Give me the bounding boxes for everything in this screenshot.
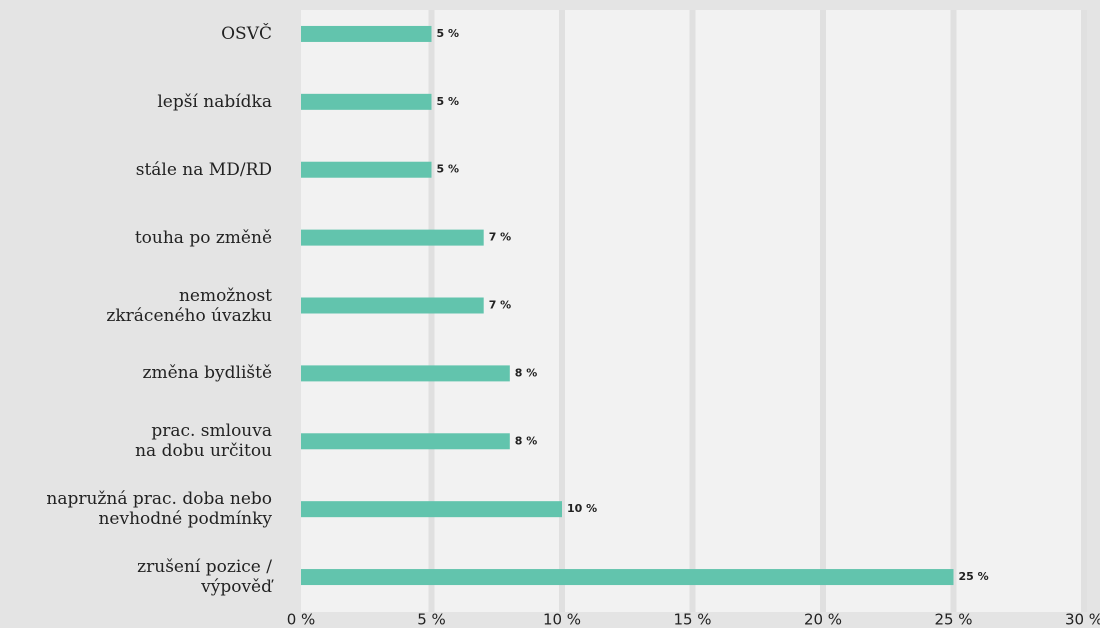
value-label: 8 % <box>515 434 538 447</box>
y-tick-label: touha po změně <box>134 227 272 248</box>
bar <box>301 25 432 42</box>
bar <box>301 161 432 178</box>
y-tick-label: nemožnost zkráceného úvazku <box>106 285 272 326</box>
value-label: 7 % <box>489 299 512 312</box>
value-label: 5 % <box>437 95 460 108</box>
x-tick-label: 15 % <box>673 611 711 628</box>
bar <box>301 433 510 450</box>
value-label: 5 % <box>437 27 460 40</box>
x-tick-label: 0 % <box>287 611 316 628</box>
bar <box>301 93 432 110</box>
x-tick-label: 30 % <box>1065 611 1100 628</box>
x-tick-label: 10 % <box>543 611 581 628</box>
bar <box>301 229 484 246</box>
value-label: 5 % <box>437 163 460 176</box>
y-tick-label: prac. smlouva na dobu určitou <box>135 421 272 462</box>
bar <box>301 297 484 314</box>
y-tick-label: stále na MD/RD <box>135 159 272 180</box>
y-tick-label: zrušení pozice / výpověď <box>137 557 272 598</box>
y-tick-label: OSVČ <box>221 23 272 44</box>
value-label: 25 % <box>959 570 989 583</box>
x-tick-label: 20 % <box>804 611 842 628</box>
bar <box>301 501 562 518</box>
bar <box>301 569 954 586</box>
y-tick-label: lepší nabídka <box>157 91 272 112</box>
value-label: 7 % <box>489 231 512 244</box>
x-tick-label: 5 % <box>417 611 446 628</box>
value-label: 10 % <box>567 502 597 515</box>
y-tick-label: napružná prac. doba nebo nevhodné podmín… <box>46 489 272 530</box>
bar <box>301 365 510 382</box>
x-tick-label: 25 % <box>934 611 972 628</box>
y-tick-label: změna bydliště <box>142 363 272 384</box>
value-label: 8 % <box>515 366 538 379</box>
